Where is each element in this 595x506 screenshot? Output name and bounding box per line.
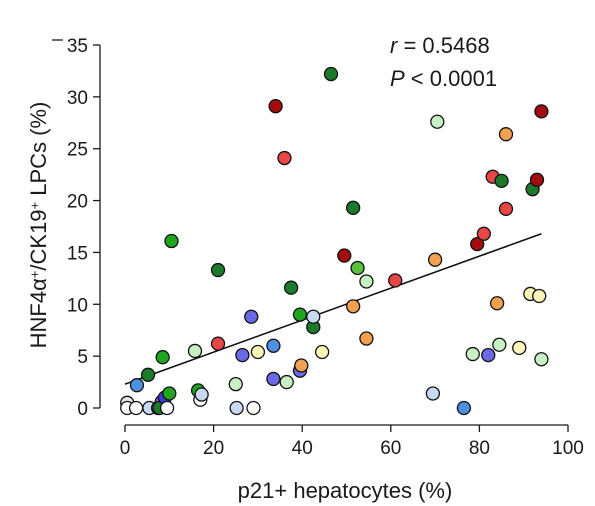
- data-point: [268, 99, 283, 114]
- data-point: [210, 336, 226, 351]
- data-point: [194, 387, 209, 402]
- data-point: [140, 367, 156, 382]
- data-point: [512, 340, 527, 355]
- data-point: [470, 236, 485, 252]
- y-axis-label-part: LPCs (%): [26, 102, 51, 202]
- data-point: [235, 347, 250, 363]
- data-point: [481, 347, 496, 363]
- data-point: [350, 260, 365, 276]
- data-point: [492, 337, 507, 352]
- data-point: [155, 350, 170, 365]
- data-point: [388, 273, 403, 288]
- x-axis-label: p21+ hepatocytes (%): [238, 478, 453, 503]
- y-tick-label: 25: [67, 140, 88, 161]
- data-point: [246, 400, 261, 416]
- y-axis-label-superscript: +: [27, 271, 42, 279]
- data-point: [323, 66, 339, 82]
- data-point: [498, 201, 514, 217]
- data-point: [292, 307, 308, 322]
- data-point: [279, 374, 294, 390]
- x-tick-label: 60: [380, 438, 401, 459]
- data-point: [498, 127, 514, 142]
- r-value: = 0.5468: [397, 33, 489, 58]
- p-value-annotation: P < 0.0001: [390, 66, 497, 91]
- data-point: [494, 173, 509, 189]
- data-point: [294, 358, 309, 373]
- y-tick-label: 15: [67, 243, 88, 264]
- x-tick-label: 20: [203, 438, 224, 459]
- r-symbol: r: [390, 33, 399, 58]
- data-point: [266, 371, 281, 387]
- data-point: [427, 252, 443, 267]
- y-tick-label: 35: [67, 36, 88, 57]
- data-point: [250, 344, 266, 360]
- data-point: [430, 114, 445, 129]
- y-axis-label-superscript: +: [27, 202, 42, 210]
- data-point: [337, 248, 352, 263]
- axes: 0 5 10 15 20 25 30 35 0 20 40 60 80 100: [52, 36, 584, 459]
- data-point: [306, 309, 321, 324]
- data-point: [228, 376, 243, 392]
- data-point: [534, 352, 549, 367]
- regression-line: [124, 233, 542, 385]
- x-tick-label: 80: [469, 438, 490, 459]
- y-axis-label-part: HNF4α: [26, 278, 51, 348]
- y-tick-label: 5: [77, 347, 88, 368]
- data-point: [314, 344, 330, 360]
- data-point: [164, 233, 179, 249]
- data-point: [345, 299, 361, 314]
- data-point: [532, 288, 547, 304]
- data-point: [128, 400, 144, 416]
- data-point: [529, 172, 545, 187]
- data-point: [476, 226, 491, 241]
- data-point: [359, 274, 374, 289]
- y-tick-label: 0: [77, 399, 88, 420]
- p-value: < 0.0001: [405, 66, 497, 91]
- p-symbol: P: [390, 66, 405, 91]
- data-point: [210, 262, 226, 278]
- data-point: [489, 296, 505, 311]
- data-point: [345, 200, 361, 215]
- data-point: [129, 378, 145, 393]
- data-point: [159, 400, 175, 416]
- data-point: [425, 386, 441, 401]
- data-point: [277, 150, 292, 166]
- y-axis-label: HNF4α+/CK19+ LPCs (%): [26, 102, 51, 349]
- data-points: [120, 66, 549, 416]
- regression-line-group: [124, 233, 542, 385]
- data-point: [229, 400, 244, 416]
- correlation-annotation: r = 0.5468: [390, 33, 490, 58]
- y-tick-label: 20: [67, 192, 88, 213]
- y-axis-label-part: /CK19: [26, 209, 51, 270]
- data-point: [456, 400, 472, 416]
- x-tick-label: 40: [292, 438, 313, 459]
- data-point: [283, 280, 299, 295]
- x-tick-label: 100: [552, 438, 584, 459]
- y-tick-label: 10: [67, 295, 88, 316]
- data-point: [534, 104, 549, 119]
- y-tick-label: 30: [67, 88, 88, 109]
- data-point: [266, 338, 281, 353]
- data-point: [162, 386, 177, 401]
- data-point: [465, 346, 480, 362]
- data-point: [187, 343, 203, 359]
- data-point: [244, 309, 259, 324]
- data-point: [359, 331, 374, 346]
- x-tick-label: 0: [120, 438, 131, 459]
